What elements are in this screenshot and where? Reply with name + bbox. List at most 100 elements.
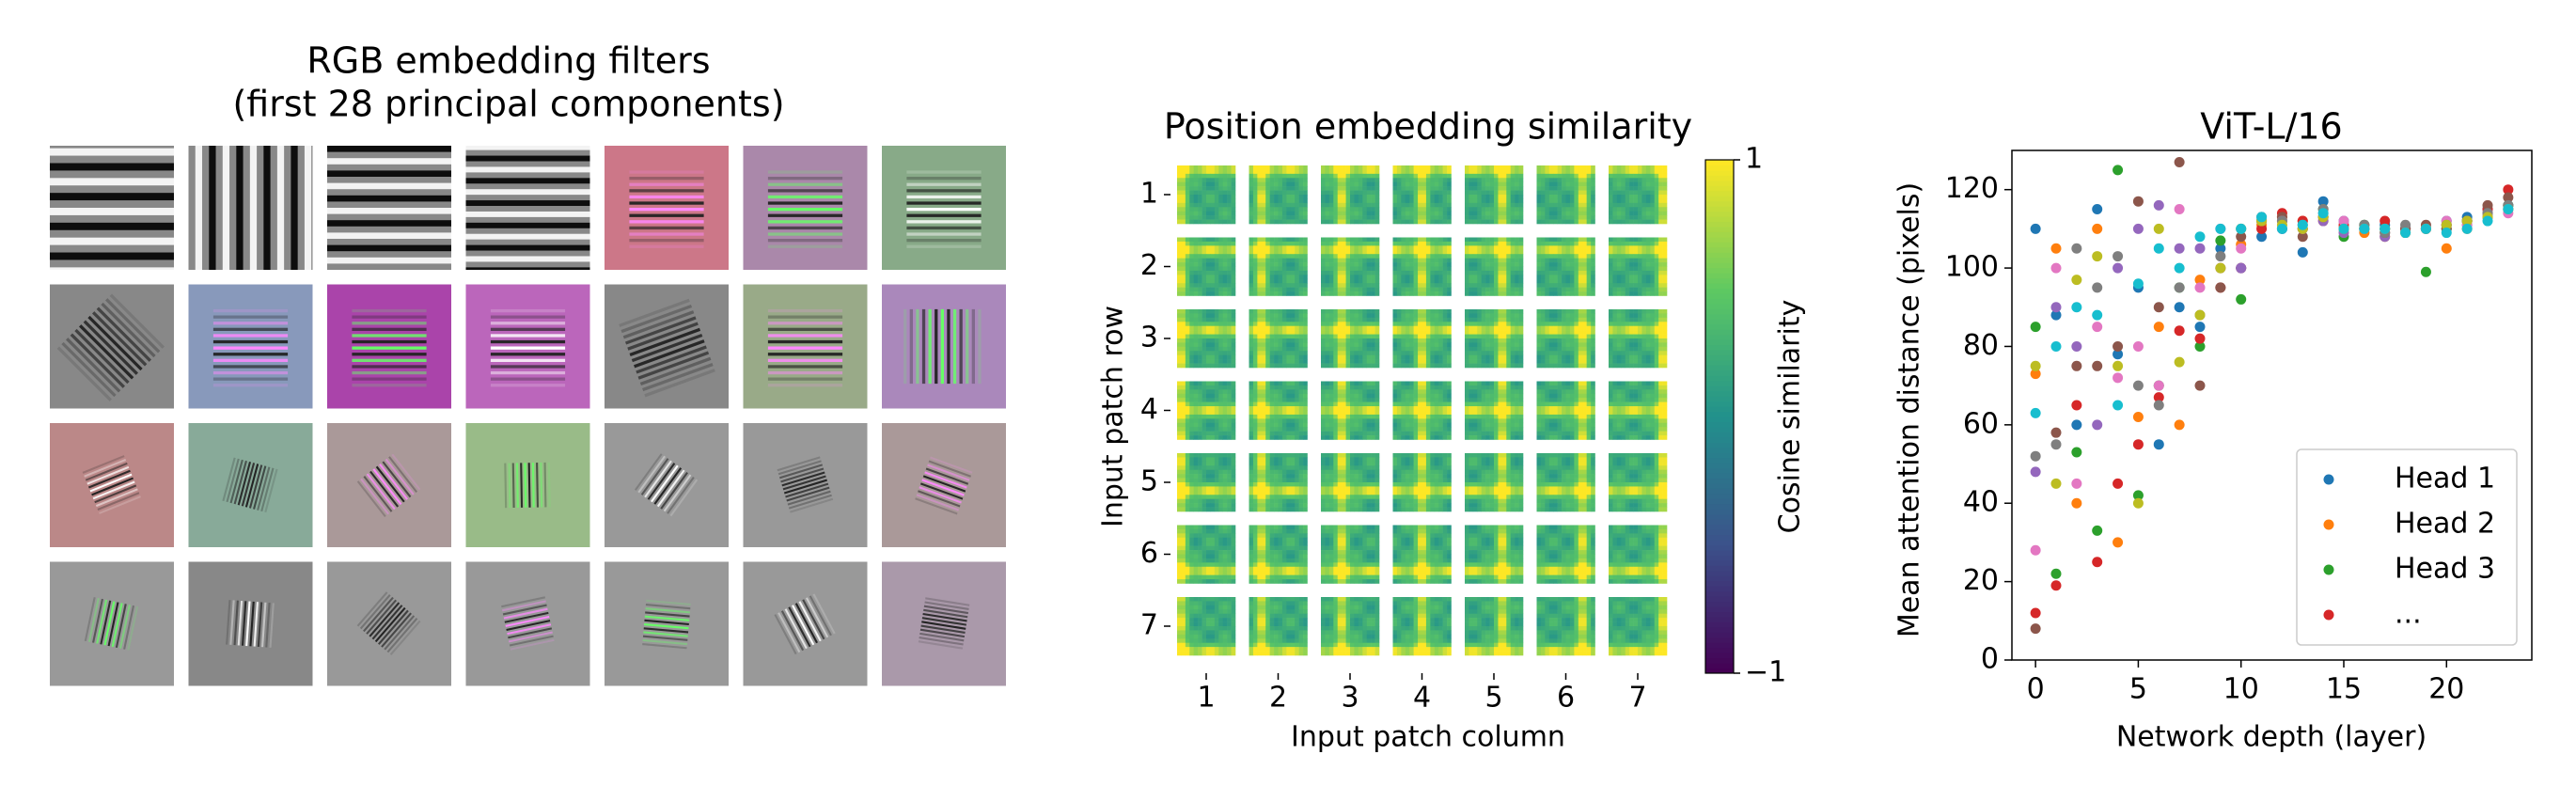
similarity-cell — [1465, 283, 1469, 288]
similarity-cell — [1662, 245, 1668, 251]
similarity-cell — [1515, 195, 1519, 199]
similarity-cell — [1430, 215, 1436, 220]
similarity-cell — [1629, 198, 1634, 204]
similarity-cell — [1295, 245, 1299, 251]
similarity-cell — [1518, 198, 1524, 204]
similarity-cell — [1418, 317, 1422, 322]
similarity-cell — [1206, 351, 1211, 356]
x-axis-label: Input patch column — [1291, 721, 1565, 754]
similarity-cell — [1506, 338, 1512, 343]
similarity-cell — [1325, 173, 1330, 179]
filter-tile — [605, 146, 729, 270]
similarity-cell — [1265, 313, 1270, 319]
similarity-cell — [1274, 165, 1279, 170]
similarity-cell — [1298, 431, 1304, 436]
similarity-cell — [1278, 165, 1283, 170]
similarity-cell — [1586, 241, 1592, 246]
similarity-cell — [1536, 173, 1542, 179]
similarity-cell — [1193, 309, 1199, 314]
similarity-cell — [1265, 317, 1270, 322]
similarity-cell — [1350, 393, 1355, 399]
similarity-cell — [1231, 186, 1236, 191]
filter-stripe — [229, 459, 243, 504]
similarity-cell — [1249, 291, 1254, 296]
similarity-cell — [1295, 435, 1299, 440]
similarity-cell — [1227, 406, 1232, 411]
filter-stripe — [928, 460, 972, 478]
similarity-cell — [1472, 266, 1478, 272]
similarity-cell — [1616, 219, 1622, 225]
filter-stripe — [96, 599, 108, 644]
similarity-cell — [1405, 195, 1410, 199]
similarity-cell — [1442, 275, 1448, 280]
similarity-cell — [1206, 178, 1211, 183]
similarity-cell — [1295, 410, 1299, 416]
similarity-cell — [1401, 241, 1406, 246]
similarity-cell — [1609, 249, 1613, 255]
similarity-cell — [1350, 198, 1355, 204]
filter-pattern — [212, 308, 289, 387]
similarity-cell — [1371, 325, 1375, 331]
filter-stripe — [384, 615, 416, 651]
similarity-cell — [1489, 207, 1495, 212]
similarity-cell — [1325, 330, 1330, 335]
similarity-cell — [1374, 165, 1380, 170]
similarity-cell — [1371, 291, 1375, 296]
similarity-cell — [1274, 215, 1279, 220]
similarity-cell — [1333, 393, 1339, 399]
similarity-cell — [1591, 342, 1595, 348]
similarity-cell — [1303, 245, 1308, 251]
similarity-cell — [1214, 266, 1219, 272]
similarity-cell — [1227, 398, 1232, 402]
similarity-cell — [1337, 270, 1343, 275]
similarity-cell — [1281, 195, 1287, 199]
similarity-cell — [1354, 219, 1359, 225]
similarity-cell — [1578, 262, 1583, 267]
similarity-cell — [1249, 427, 1254, 432]
similarity-cell — [1227, 178, 1232, 183]
similarity-cell — [1418, 363, 1422, 369]
similarity-cell — [1422, 211, 1427, 216]
similarity-cell — [1321, 287, 1326, 292]
similarity-cell — [1658, 275, 1663, 280]
similarity-cell — [1506, 266, 1512, 272]
similarity-cell — [1354, 287, 1359, 292]
similarity-cell — [1350, 219, 1355, 225]
similarity-cell — [1565, 181, 1571, 187]
similarity-cell — [1498, 325, 1503, 331]
filter-stripe — [922, 612, 967, 622]
similarity-cell — [1650, 241, 1656, 246]
similarity-cell — [1413, 215, 1419, 220]
similarity-cell — [1409, 173, 1414, 179]
similarity-cell — [1303, 317, 1308, 322]
similarity-cell — [1274, 322, 1279, 327]
similarity-cell — [1227, 249, 1232, 255]
similarity-cell — [1249, 410, 1254, 416]
similarity-cell — [1434, 262, 1439, 267]
similarity-cell — [1274, 401, 1279, 407]
similarity-cell — [1227, 270, 1232, 275]
similarity-cell — [1222, 389, 1228, 395]
similarity-cell — [1545, 270, 1550, 275]
similarity-cell — [1337, 322, 1343, 327]
similarity-cell — [1485, 237, 1490, 243]
similarity-cell — [1489, 219, 1495, 225]
filter-pattern — [356, 591, 421, 656]
similarity-cell — [1442, 262, 1448, 267]
filter-stripe — [777, 456, 821, 472]
similarity-cell — [1654, 346, 1659, 352]
similarity-cell — [1189, 254, 1195, 259]
similarity-cell — [1328, 207, 1334, 212]
similarity-cell — [1629, 317, 1634, 322]
similarity-cell — [1185, 198, 1190, 204]
similarity-cell — [1485, 309, 1490, 314]
similarity-cell — [1265, 237, 1270, 243]
filter-stripe — [510, 638, 555, 651]
similarity-cell — [1371, 262, 1375, 267]
similarity-cell — [1658, 363, 1663, 369]
filter-stripe — [629, 213, 704, 217]
similarity-cell — [1612, 270, 1618, 275]
similarity-cell — [1548, 215, 1554, 220]
similarity-cell — [1494, 198, 1499, 204]
filter-stripe — [924, 471, 967, 489]
